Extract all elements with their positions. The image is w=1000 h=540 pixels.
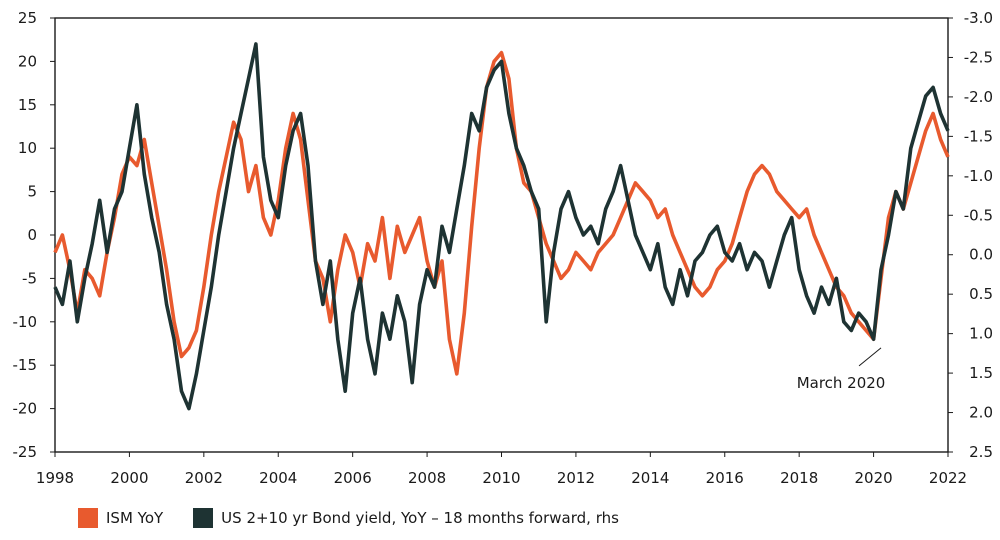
series-layer [53,42,950,411]
left-tick-label: -25 [13,443,38,461]
right-tick-label: -2.0 [964,88,993,106]
legend: ISM YoY US 2+10 yr Bond yield, YoY – 18 … [78,508,649,528]
right-tick-label: -1.0 [964,167,993,185]
x-axis-ticks: 1998 2000 2002 2004 2006 2008 2010 2012 2014 2016… [36,452,967,487]
right-tick-label: 0.5 [969,285,993,303]
left-tick-label: -15 [13,356,38,374]
annotation-leader-line [858,347,882,367]
right-tick-label: -1.5 [964,127,993,145]
right-axis-ticks: -3.0 -2.5 -2.0 -1.5 -1.0 -0.5 0.0 0.5 1.0 1.5 2.0 2… [948,9,993,461]
x-tick-label: 2010 [482,469,520,487]
x-tick-label: 2014 [631,469,669,487]
left-tick-label: 20 [18,52,37,70]
legend-item-ism: ISM YoY [78,508,163,528]
x-tick-label: 2000 [110,469,148,487]
left-axis-ticks: 25 20 15 10 5 0 -5 -10 -15 -20 -25 [13,9,55,461]
legend-swatch-bond-yield [193,508,214,528]
right-tick-label: -0.5 [964,206,993,224]
left-tick-label: 15 [18,96,37,114]
left-tick-label: 5 [27,183,37,201]
left-tick-label: -10 [13,313,38,331]
x-tick-label: 2018 [780,469,818,487]
right-tick-label: 1.5 [969,364,993,382]
right-tick-label: -2.5 [964,48,993,66]
series-line-bond-yield [53,42,950,411]
legend-label-ism: ISM YoY [106,509,164,527]
x-tick-label: 2002 [185,469,223,487]
x-tick-label: 2022 [929,469,967,487]
right-tick-label: 2.5 [969,443,993,461]
series-line-ism [53,50,950,376]
x-tick-label: 2020 [854,469,892,487]
x-tick-label: 2012 [557,469,595,487]
annotation-label: March 2020 [797,374,886,392]
left-tick-label: -5 [22,269,37,287]
legend-label-bond-yield: US 2+10 yr Bond yield, YoY – 18 months f… [221,509,619,527]
left-tick-label: 25 [18,9,37,27]
right-tick-label: 1.0 [969,325,993,343]
x-tick-label: 2016 [706,469,744,487]
legend-swatch-ism [78,508,98,528]
right-tick-label: 0.0 [969,246,993,264]
left-tick-label: 0 [27,226,37,244]
legend-item-bond-yield: US 2+10 yr Bond yield, YoY – 18 months f… [193,508,619,528]
right-tick-label: -3.0 [964,9,993,27]
x-tick-label: 2006 [334,469,372,487]
x-tick-label: 1998 [36,469,74,487]
left-tick-label: -20 [13,400,38,418]
x-tick-label: 2008 [408,469,446,487]
right-tick-label: 2.0 [969,404,993,422]
x-tick-label: 2004 [259,469,297,487]
left-tick-label: 10 [18,139,37,157]
